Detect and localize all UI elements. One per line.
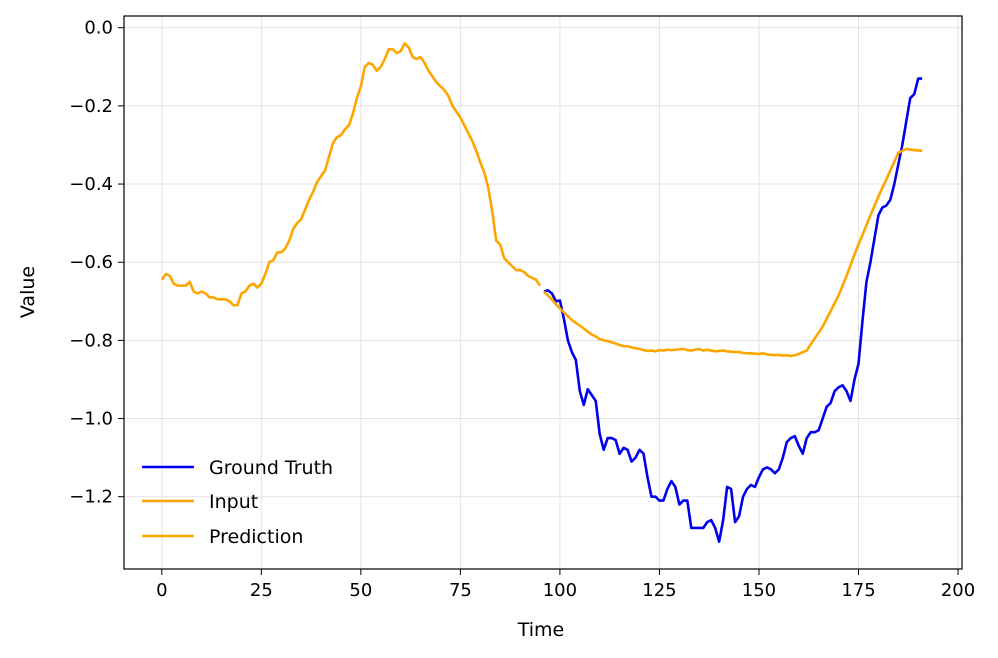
legend-label-prediction: Prediction [209,526,303,548]
y-tick-label: −0.4 [69,174,113,195]
x-tick-label: 50 [349,580,372,601]
y-tick-label: −0.2 [69,96,113,117]
series-input-line [160,42,542,307]
y-axis: 0.0 −0.2 −0.4 −0.6 −0.8 −1.0 −1.2 [69,18,124,508]
y-tick-label: −1.0 [69,409,113,430]
x-tick-label: 0 [156,580,167,601]
x-tick-label: 175 [841,580,875,601]
legend-label-ground-truth: Ground Truth [209,457,333,479]
legend: Ground Truth Input Prediction [142,457,333,548]
y-tick-label: −0.8 [69,330,113,351]
y-tick-label: 0.0 [84,18,113,39]
y-tick-label: −0.6 [69,252,113,273]
grid [124,16,962,569]
x-axis: 0 25 50 75 100 125 150 175 200 [156,569,975,601]
y-tick-label: −1.2 [69,487,113,508]
series-ground-truth-line [543,77,923,543]
x-tick-label: 25 [250,580,273,601]
x-axis-label: Time [517,619,565,641]
x-tick-label: 125 [642,580,676,601]
x-tick-label: 200 [941,580,975,601]
series-prediction-line [543,147,923,358]
legend-label-input: Input [209,491,258,513]
series-lines [160,42,923,543]
plot-frame [123,15,963,570]
x-tick-label: 75 [449,580,472,601]
x-tick-label: 150 [742,580,776,601]
x-tick-label: 100 [543,580,577,601]
y-axis-label: Value [17,266,39,318]
